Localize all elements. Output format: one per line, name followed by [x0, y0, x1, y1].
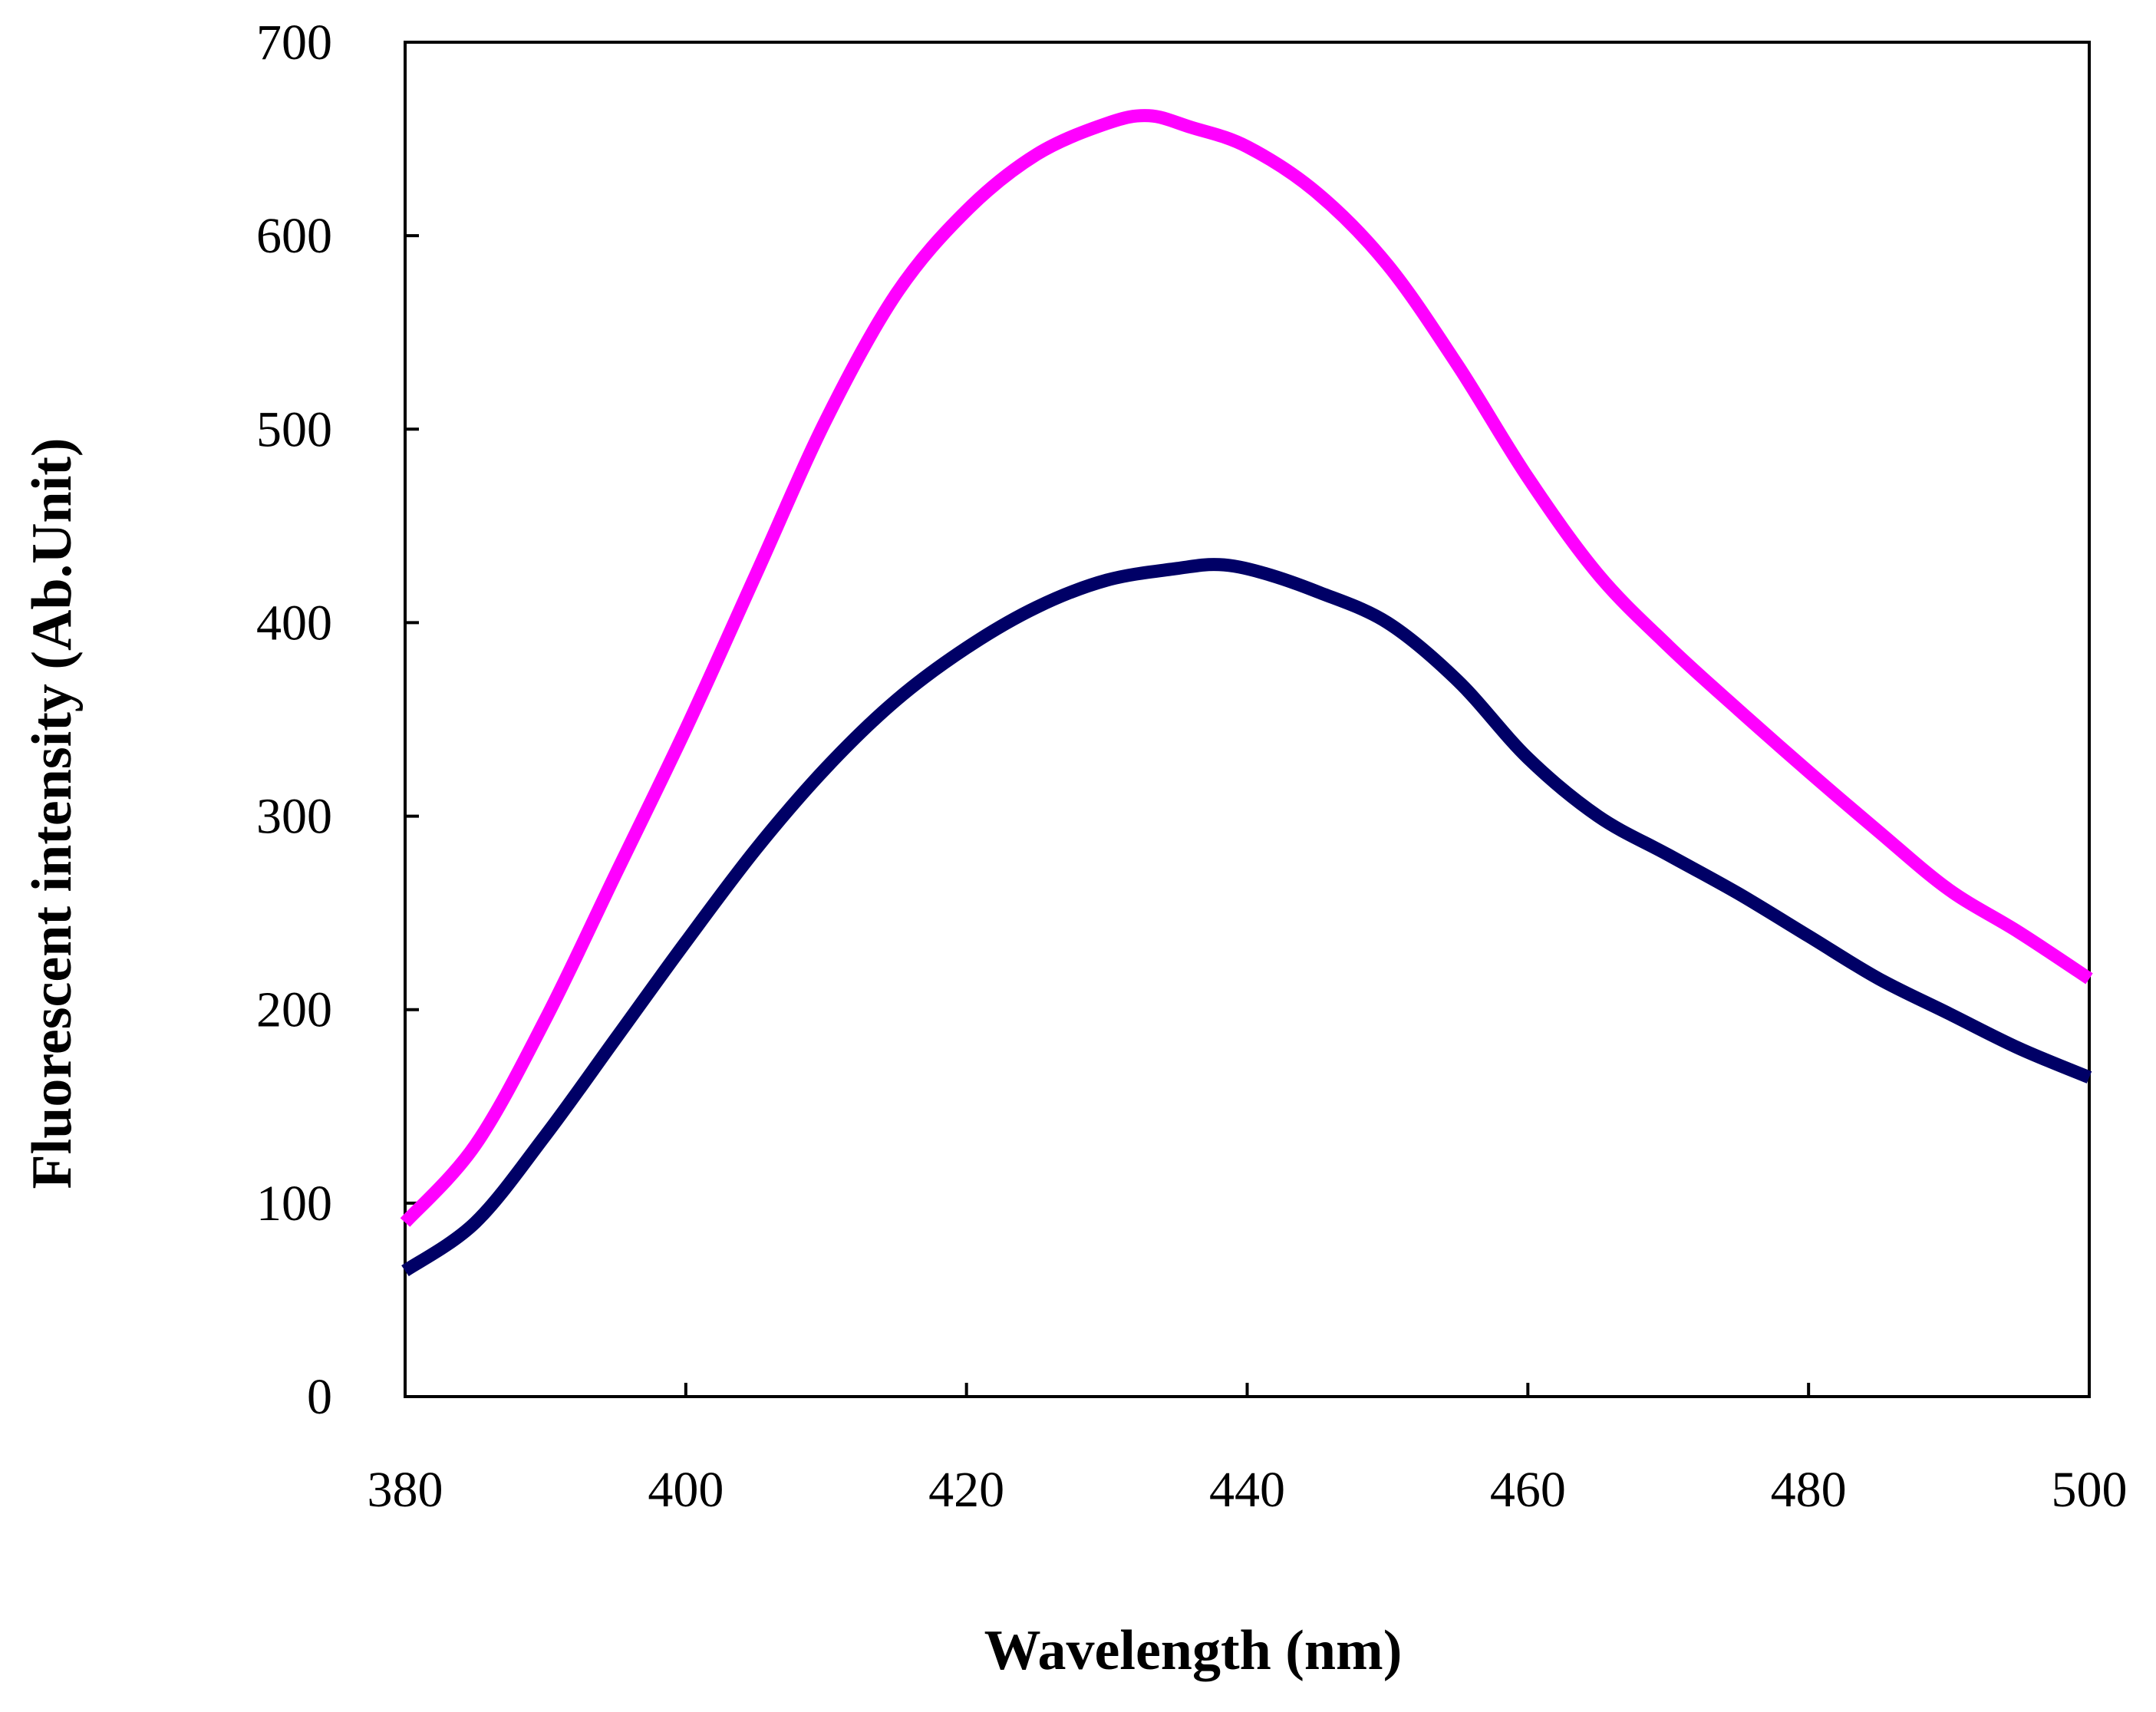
y-tick-label: 300	[256, 789, 332, 845]
y-tick-label: 600	[256, 208, 332, 264]
plot-frame	[404, 41, 2091, 1398]
x-tick-label: 420	[928, 1462, 1004, 1518]
y-tick-label: 0	[307, 1369, 332, 1425]
x-tick-label: 480	[1771, 1462, 1847, 1518]
series-line-magenta-curve	[400, 109, 2093, 1227]
x-tick-label: 500	[2052, 1462, 2128, 1518]
y-axis: 0 100 200 300 400 500 600 700	[256, 15, 419, 1425]
x-tick-label: 460	[1490, 1462, 1566, 1518]
x-tick-label: 380	[368, 1462, 443, 1518]
y-tick-label: 400	[256, 595, 332, 651]
series-layer	[400, 109, 2093, 1277]
x-axis: 380 400 420 440 460 480 500	[368, 1383, 2128, 1518]
series-line-navy-curve	[401, 558, 2092, 1277]
y-tick-label: 500	[256, 401, 332, 457]
y-tick-label: 200	[256, 982, 332, 1038]
x-tick-label: 440	[1209, 1462, 1285, 1518]
y-axis-title: Fluorescent intensity (Ab.Unit)	[21, 437, 84, 1189]
x-axis-title: Wavelength (nm)	[984, 1619, 1403, 1682]
x-tick-label: 400	[648, 1462, 724, 1518]
y-tick-label: 700	[256, 15, 332, 71]
y-tick-label: 100	[256, 1176, 332, 1232]
